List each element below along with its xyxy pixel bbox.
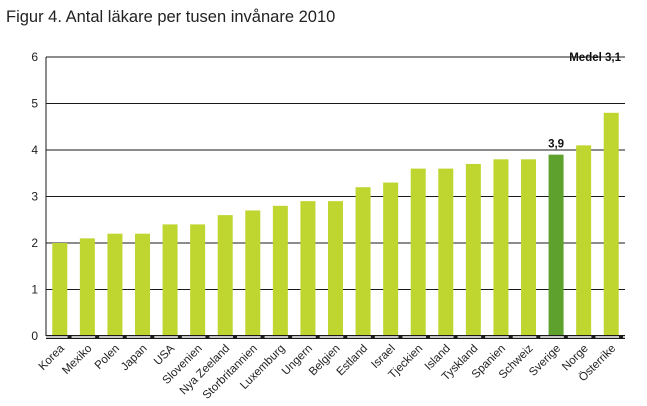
y-tick-label-3: 3 xyxy=(31,190,38,204)
bar-ungern xyxy=(300,201,316,336)
bar-israel xyxy=(383,182,399,336)
y-tick-label-1: 1 xyxy=(31,283,38,297)
bar-österrike xyxy=(603,112,619,336)
bar-belgien xyxy=(328,201,343,336)
bar-korea xyxy=(52,243,68,336)
bar-island xyxy=(438,168,454,336)
x-tick-label-estland: Estland xyxy=(335,343,371,379)
axes xyxy=(45,57,625,339)
y-tick-label-4: 4 xyxy=(31,143,38,157)
y-tick-label-2: 2 xyxy=(31,236,38,250)
y-tick-label-5: 5 xyxy=(31,97,38,111)
chart-title: Figur 4. Antal läkare per tusen invånare… xyxy=(6,8,336,26)
y-tick-label-6: 6 xyxy=(31,50,38,64)
bar-schweiz xyxy=(521,159,536,336)
bar-norge xyxy=(576,145,592,336)
bar-polen xyxy=(107,233,123,336)
bar-mexiko xyxy=(79,238,95,336)
bar-japan xyxy=(135,233,150,336)
x-tick-label-japan: Japan xyxy=(119,343,150,374)
x-tick-label-mexiko: Mexiko xyxy=(60,343,94,377)
bar-storbritannien xyxy=(245,210,261,336)
bar-luxemburg xyxy=(272,205,288,336)
bar-nya-zeeland xyxy=(217,215,233,336)
bar-spanien xyxy=(493,159,509,336)
bar-slovenien xyxy=(190,224,206,336)
bar-sverige xyxy=(548,154,564,336)
bar-tyskland xyxy=(465,163,481,336)
x-tick-label-polen: Polen xyxy=(93,343,122,372)
highlight-value-label: 3,9 xyxy=(548,139,564,151)
bar-usa xyxy=(162,224,178,336)
bars xyxy=(52,112,619,336)
mean-label: Medel 3,1 xyxy=(569,52,621,64)
bar-tjeckien xyxy=(410,168,426,336)
bar-estland xyxy=(355,187,371,336)
y-tick-label-0: 0 xyxy=(31,329,38,343)
